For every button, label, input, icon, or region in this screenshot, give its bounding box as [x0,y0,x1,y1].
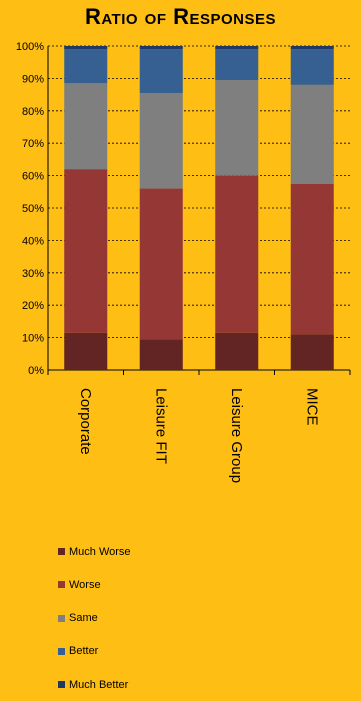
legend-label: Worse [69,578,101,591]
bar-segment-much-better [139,46,183,50]
bar-segment-much-worse [64,332,108,370]
y-tick-label: 50% [22,203,44,215]
y-tick-label: 70% [22,138,44,150]
legend-item: Much Better [58,668,131,701]
x-tick-label: Leisure Group [228,388,245,483]
y-tick-label: 20% [22,300,44,312]
bar-segment-much-worse [290,334,334,370]
y-tick-label: 10% [22,333,44,345]
bar-segment-same [139,92,183,189]
legend-swatch [58,581,65,589]
bar-segment-worse [290,183,334,335]
bar-segment-better [139,49,183,93]
legend-item: Same [58,602,131,635]
bar-segment-worse [64,169,108,333]
legend-label: Same [69,612,98,625]
stacked-bar-chart: 0% 10% 20% 30% 40% 50% 60% 70% 80% 90% 100% Corpora… [16,41,351,483]
bar-segment-same [215,80,259,176]
bar-segment-much-better [290,46,334,50]
bar-segment-worse [215,175,259,333]
bar-segment-better [290,49,334,85]
x-tick-label: MICE [303,388,320,426]
y-tick-label: 40% [22,235,44,247]
legend-label: Better [69,645,99,658]
chart-legend: Much Worse Worse Same Better Much Better [58,535,131,701]
bar-segment-much-better [64,46,108,50]
legend-swatch [58,681,65,689]
y-tick-label: 30% [22,268,44,280]
legend-label: Much Worse [69,545,131,558]
y-tick-label: 90% [22,73,44,85]
bar-segment-much-worse [215,332,259,370]
y-tick-label: 100% [16,41,44,53]
chart-title: Ratio of Responses [84,4,277,29]
bar-segment-better [215,49,259,81]
legend-swatch [58,548,65,556]
legend-item: Worse [58,568,131,601]
legend-item: Better [58,635,131,668]
legend-label: Much Better [69,678,129,691]
bar-segment-better [64,49,108,84]
bar-segment-same [290,84,334,184]
y-tick-label: 80% [22,106,44,118]
x-tick-label: Leisure FIT [152,388,169,464]
legend-item: Much Worse [58,535,131,568]
bar-segment-much-worse [139,339,183,370]
y-tick-label: 0% [28,365,44,377]
x-tick-label: Corporate [77,388,94,455]
bar-segment-same [64,83,108,170]
bar-segment-worse [139,188,183,340]
bar-segment-much-better [215,46,259,50]
y-tick-label: 60% [22,171,44,183]
legend-swatch [58,614,65,622]
legend-swatch [58,647,65,655]
